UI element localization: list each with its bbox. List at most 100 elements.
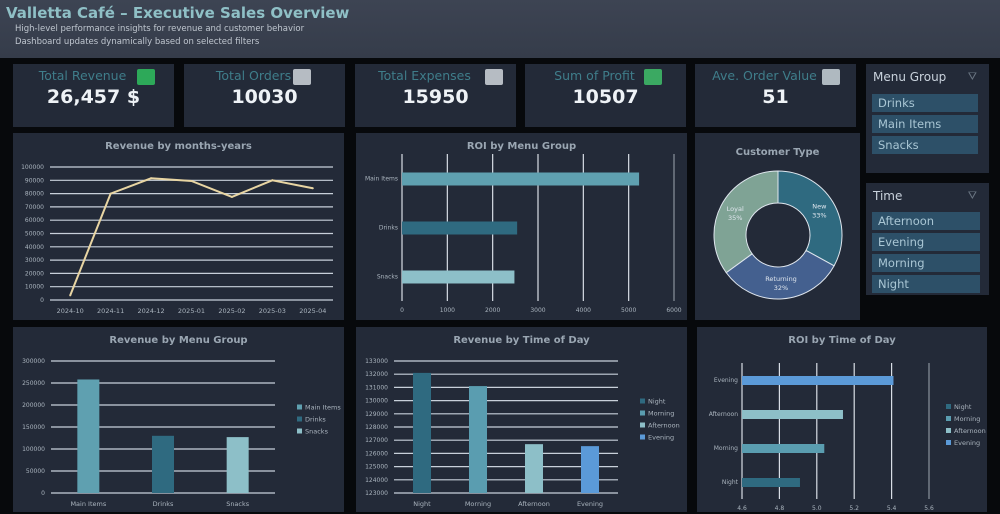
data-point (69, 294, 72, 297)
kpi-value: 15950 (402, 86, 469, 108)
data-point (150, 177, 153, 180)
slice-value: 35% (728, 214, 742, 222)
slicer-item-evening[interactable]: Evening (872, 233, 980, 251)
legend-swatch (640, 410, 645, 416)
data-point (230, 195, 233, 198)
chart-title: Revenue by Menu Group (109, 335, 248, 346)
legend-label: Evening (954, 439, 980, 447)
subtitle: High-level performance insights for reve… (15, 24, 305, 34)
chart-plot: 0 10000 20000 30000 40000 50000 60000 70000 8000… (21, 164, 333, 315)
bar (469, 386, 487, 493)
invoice-icon (485, 69, 503, 85)
slice-label: Returning (765, 275, 797, 283)
kpi-value: 26,457 $ (46, 86, 141, 108)
y-tick-label: 127000 (365, 437, 388, 444)
kpi-value: 51 (762, 86, 789, 108)
bar (152, 435, 174, 493)
bar (742, 410, 843, 419)
legend-label: Morning (648, 410, 674, 418)
bar (742, 376, 894, 385)
x-tick-label: Afternoon (518, 500, 550, 508)
x-tick-label: 4.8 (775, 505, 785, 512)
chart-plot: 0 1000 2000 3000 4000 5000 6000 Main Items Drink… (365, 154, 682, 314)
x-tick-label: 5.6 (924, 505, 934, 512)
chart-title: ROI by Time of Day (788, 335, 896, 346)
chart-plot: 123000 124000 125000 126000 127000 128000 1290… (365, 358, 680, 508)
bar (413, 372, 431, 493)
x-tick-label: Night (413, 500, 431, 508)
y-tick-label: 50000 (25, 231, 44, 238)
pie-slice-new (777, 170, 843, 267)
y-tick-label: 124000 (365, 477, 388, 484)
y-tick-label: 131000 (365, 384, 388, 391)
time-slicer: Time ⛛ Afternoon Evening Morning Night (866, 183, 989, 295)
data-point (190, 179, 193, 182)
y-tick-label: 20000 (25, 270, 44, 277)
y-tick-label: 100000 (22, 446, 45, 453)
legend-swatch (946, 404, 951, 409)
x-tick-label: 2025-03 (259, 307, 286, 315)
slicer-item-snacks[interactable]: Snacks (872, 136, 978, 154)
slicer-title: Time (873, 189, 903, 203)
kpi-label: Ave. Order Value (712, 68, 817, 83)
revenue-line (69, 177, 313, 296)
clear-filter-icon[interactable]: ⛛ (967, 70, 977, 83)
x-tick-label: 2024-10 (57, 307, 84, 315)
menu-group-slicer: Menu Group ⛛ Drinks Main Items Snacks (866, 64, 989, 173)
y-tick-label: 60000 (25, 217, 44, 224)
kpi-label: Total Expenses (378, 68, 471, 83)
pie-slice-loyal (713, 170, 779, 274)
slicer-item-main-items[interactable]: Main Items (872, 115, 978, 133)
y-tick-label: 128000 (365, 424, 388, 431)
legend-label: Snacks (305, 428, 329, 436)
legend-swatch (946, 428, 951, 433)
y-tick-label: 133000 (365, 358, 388, 365)
x-tick-label: 3000 (530, 307, 545, 314)
pie-slice-returning (725, 249, 835, 300)
header: Valletta Café – Executive Sales Overview… (0, 0, 1000, 58)
slice-label: New (812, 203, 827, 211)
legend-label: Drinks (305, 416, 326, 424)
chart-plot: 0 50000 100000 150000 200000 250000 300000 Main… (22, 358, 341, 508)
slicer-title: Menu Group (873, 70, 947, 84)
y-tick-label: 125000 (365, 464, 388, 471)
x-tick-label: 5000 (621, 307, 636, 314)
x-tick-label: Main Items (70, 500, 106, 508)
money-trend-icon (644, 69, 662, 85)
slicer-item-afternoon[interactable]: Afternoon (872, 212, 980, 230)
bar (525, 444, 543, 493)
bar (77, 379, 100, 493)
bar (402, 221, 518, 235)
x-tick-label: 0 (400, 307, 404, 314)
y-tick-label: 80000 (25, 191, 44, 198)
y-tick-label: 0 (41, 490, 45, 497)
slicer-item-drinks[interactable]: Drinks (872, 94, 978, 112)
legend-swatch (297, 404, 302, 410)
chart-title: Customer Type (735, 147, 820, 158)
kpi-card: Total Orders 10030 (184, 64, 345, 127)
y-tick-label: 40000 (25, 244, 44, 251)
kpi-value: 10507 (572, 86, 639, 108)
rev-time-chart: Revenue by Time of Day 123000 124000 125000… (356, 327, 687, 512)
legend-label: Evening (648, 434, 674, 442)
slicer-item-morning[interactable]: Morning (872, 254, 980, 272)
y-tick-label: 129000 (365, 411, 388, 418)
x-tick-label: Evening (577, 500, 603, 508)
chart-title: ROI by Menu Group (466, 141, 577, 152)
rev-month-chart: Revenue by months-years 0 10000 20000 30000 4… (13, 133, 344, 320)
y-tick-label: Snacks (377, 274, 398, 281)
x-tick-label: 5.2 (849, 505, 859, 512)
y-tick-label: Main Items (365, 176, 398, 183)
clear-filter-icon[interactable]: ⛛ (967, 189, 977, 202)
y-tick-label: Night (722, 479, 739, 486)
y-tick-label: 200000 (22, 402, 45, 409)
bar (742, 444, 825, 453)
legend-label: Main Items (305, 404, 341, 412)
legend-swatch (297, 428, 302, 434)
orders-checklist-icon (293, 69, 311, 85)
revenue-chart-icon (137, 69, 155, 85)
chart-title: Revenue by months-years (105, 141, 252, 152)
kpi-label: Total Revenue (38, 68, 127, 83)
slicer-item-night[interactable]: Night (872, 275, 980, 293)
kpi-label: Sum of Profit (554, 68, 635, 83)
